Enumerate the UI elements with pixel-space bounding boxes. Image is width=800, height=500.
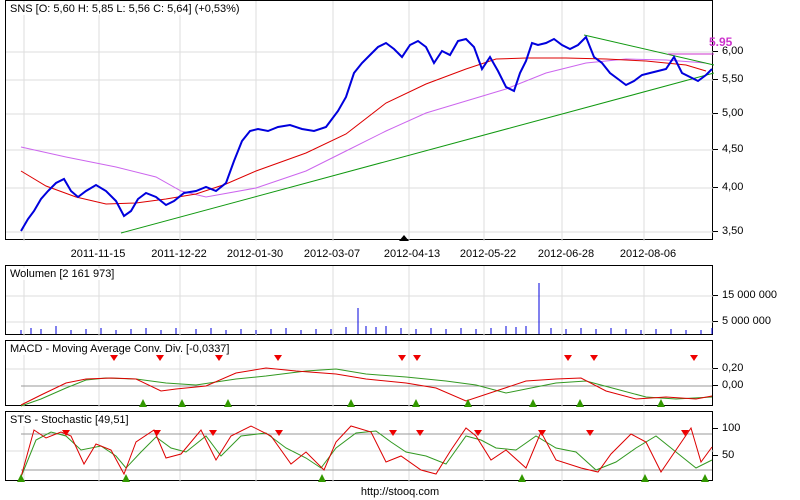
y-label: 4,50 [722, 143, 744, 155]
last-price-label: 5.95 [709, 35, 733, 49]
event-marker-icon [399, 235, 409, 241]
price-candles [20, 35, 713, 232]
y-label: 5,50 [722, 73, 744, 85]
y-tick [713, 187, 718, 188]
price-panel-title: SNS [O: 5,60 H: 5,85 L: 5,56 C: 5,64] (+… [10, 3, 242, 15]
y-label: 100 [722, 422, 741, 434]
short-moving-average [20, 57, 707, 205]
resistance-trendline [583, 34, 714, 66]
y-tick [713, 295, 718, 296]
stochastic-sell-signals [62, 430, 689, 436]
source-url-link[interactable]: http://stooq.com [360, 486, 440, 498]
stochastic-panel: STS - Stochastic [49,51] [5, 411, 714, 482]
y-tick [713, 231, 718, 232]
y-label: 3,50 [722, 225, 744, 237]
y-tick [713, 79, 718, 80]
y-tick [713, 385, 718, 386]
y-label: 0,20 [722, 362, 744, 374]
price-panel: SNS [O: 5,60 H: 5,85 L: 5,56 C: 5,64] (+… [5, 0, 732, 241]
x-label: 2012-03-07 [303, 248, 361, 260]
volume-bars [20, 283, 713, 334]
y-label: 5 000 000 [722, 315, 771, 327]
stochastic-fast-line [20, 425, 713, 478]
macd-signal-line [20, 368, 713, 407]
y-label: 50 [722, 449, 735, 461]
macd-chart [6, 341, 714, 407]
x-label: 2012-06-28 [537, 248, 595, 260]
x-label: 2011-12-22 [151, 248, 207, 260]
y-tick [713, 321, 718, 322]
y-label: 4,00 [722, 181, 744, 193]
macd-buy-signals [139, 399, 665, 407]
y-label: 6,00 [722, 45, 744, 57]
x-label: 2012-01-30 [226, 248, 284, 260]
stochastic-chart [6, 412, 714, 482]
y-label: 15 000 000 [722, 289, 778, 301]
x-label: 2012-05-22 [459, 248, 517, 260]
y-label: 0,00 [722, 379, 744, 391]
volume-panel-title: Wolumen [2 161 973] [10, 268, 117, 280]
y-tick [713, 113, 718, 114]
x-label: 2011-11-15 [70, 248, 126, 260]
x-label: 2012-04-13 [383, 248, 441, 260]
long-moving-average [20, 58, 707, 198]
stochastic-buy-signals [17, 474, 709, 482]
macd-sell-signals [110, 355, 698, 361]
x-label: 2012-08-06 [619, 248, 677, 260]
y-tick [713, 149, 718, 150]
y-tick [713, 455, 718, 456]
y-tick [713, 428, 718, 429]
stochastic-slow-line [20, 430, 713, 478]
macd-panel-title: MACD - Moving Average Conv. Div. [-0,033… [10, 343, 232, 355]
price-chart [6, 1, 714, 241]
y-label: 5,00 [722, 107, 744, 119]
stochastic-panel-title: STS - Stochastic [49,51] [10, 414, 131, 426]
macd-panel: MACD - Moving Average Conv. Div. [-0,033… [5, 340, 714, 407]
volume-panel: Wolumen [2 161 973] [5, 265, 714, 336]
macd-line [20, 367, 713, 406]
support-trendline [120, 72, 714, 234]
y-tick [713, 368, 718, 369]
y-tick [713, 51, 718, 52]
